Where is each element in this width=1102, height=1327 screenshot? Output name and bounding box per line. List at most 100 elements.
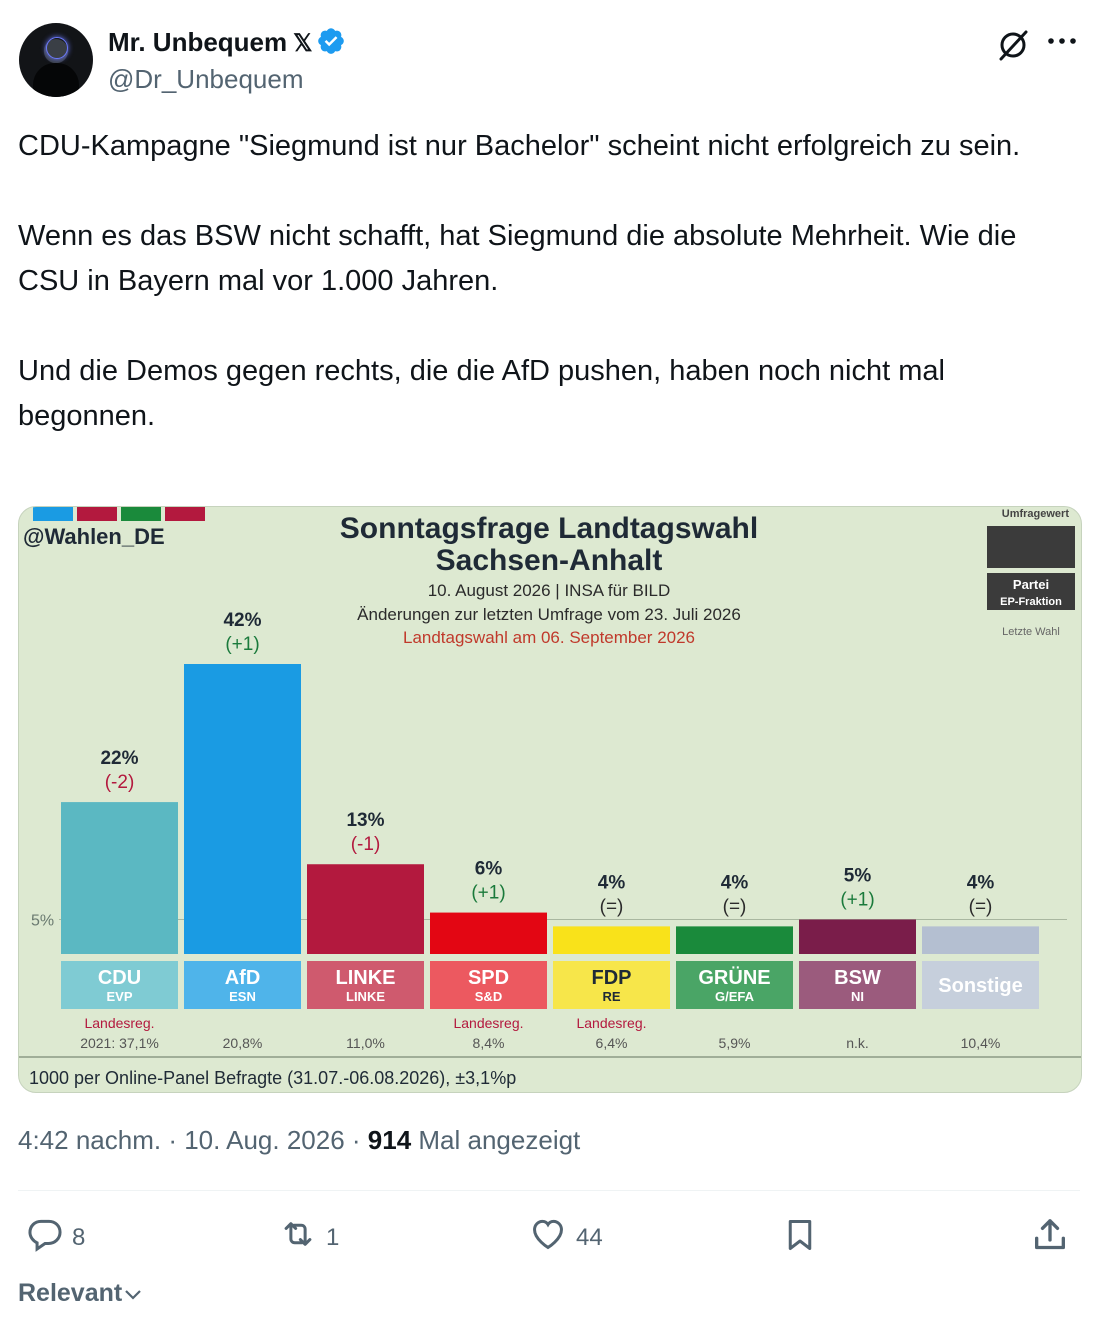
avatar-hood: [33, 63, 79, 97]
ep-faction: G/EFA: [715, 989, 755, 1004]
poll-chart-image[interactable]: @Wahlen_DE Sonntagsfrage Landtagswahl Sach…: [18, 506, 1082, 1093]
chevron-down-icon: [122, 1279, 144, 1307]
party-name: AfD: [225, 967, 261, 989]
chart-footer: 1000 per Online-Panel Befragte (31.07.-0…: [29, 1068, 516, 1088]
bar-afd: [184, 664, 301, 954]
bar-fdp: [553, 926, 670, 954]
avatar[interactable]: [19, 23, 93, 97]
legend-value-box: [987, 526, 1075, 568]
bar-sonstige: [922, 926, 1039, 954]
reply-count: 8: [72, 1223, 86, 1251]
author-handle[interactable]: @Dr_Unbequem: [108, 64, 304, 94]
sort-dropdown[interactable]: Relevant: [18, 1279, 144, 1308]
view-count: 914: [367, 1125, 412, 1155]
ep-faction: S&D: [475, 989, 502, 1004]
ep-faction: ESN: [229, 989, 256, 1004]
bar-linke: [307, 864, 424, 954]
ep-faction: NI: [851, 989, 864, 1004]
bar-cdu: [61, 802, 178, 954]
repost-button[interactable]: 1: [278, 1215, 339, 1260]
reply-icon: [26, 1215, 64, 1260]
value-label: 22%: [100, 748, 138, 769]
share-icon: [1030, 1215, 1070, 1262]
poll-bar-chart: @Wahlen_DE Sonntagsfrage LandtagswahlSach…: [19, 507, 1081, 1088]
party-tile: [676, 961, 793, 1009]
chart-change-note: Änderungen zur letzten Umfrage vom 23. J…: [357, 605, 741, 624]
last-election-result: 5,9%: [719, 1035, 751, 1051]
party-name: BSW: [834, 967, 881, 989]
last-election-result: n.k.: [846, 1035, 869, 1051]
chart-subtitle: Sachsen-Anhalt: [436, 544, 663, 577]
last-election-result: 6,4%: [596, 1035, 628, 1051]
legend-faction: EP-Fraktion: [1000, 596, 1062, 608]
value-label: 4%: [598, 872, 626, 893]
header-stripe: [165, 507, 205, 521]
government-note: Landesreg.: [576, 1015, 646, 1031]
grok-icon[interactable]: [996, 28, 1030, 67]
chart-title: Sonntagsfrage Landtagswahl: [340, 512, 758, 545]
bar-grüne: [676, 926, 793, 954]
party-name: FDP: [592, 967, 632, 989]
x-badge: 𝕏: [293, 30, 313, 57]
tweet-paragraph: Wenn es das BSW nicht schafft, hat Siegm…: [18, 220, 1017, 297]
government-note: Landesreg.: [453, 1015, 523, 1031]
bar-spd: [430, 912, 547, 954]
change-label: (=): [600, 896, 624, 917]
source-handle: @Wahlen_DE: [23, 524, 165, 549]
tweet-paragraph: CDU-Kampagne "Siegmund ist nur Bachelor"…: [18, 130, 1021, 162]
party-tile: [61, 961, 178, 1009]
legend-party: Partei: [1013, 577, 1049, 592]
tweet-text: CDU-Kampagne "Siegmund ist nur Bachelor"…: [18, 124, 1084, 439]
change-label: (+1): [225, 634, 259, 655]
bookmark-button[interactable]: [782, 1215, 818, 1262]
value-label: 4%: [721, 872, 749, 893]
more-options-icon[interactable]: [1046, 30, 1078, 57]
like-button[interactable]: 44: [528, 1215, 603, 1260]
share-button[interactable]: [1030, 1215, 1070, 1262]
party-tile: [430, 961, 547, 1009]
ep-faction: EVP: [106, 989, 132, 1004]
author-name[interactable]: Mr. Unbequem 𝕏: [108, 26, 346, 63]
last-election-result: 20,8%: [223, 1035, 263, 1051]
legend-title: Umfragewert: [1002, 508, 1070, 520]
legend-last-election: Letzte Wahl: [1002, 626, 1060, 638]
value-label: 13%: [346, 810, 384, 831]
bar-bsw: [799, 919, 916, 954]
divider: [18, 1190, 1080, 1191]
legend-party-box: [987, 573, 1075, 610]
ep-faction: LINKE: [346, 989, 385, 1004]
value-label: 42%: [223, 610, 261, 631]
government-note: Landesreg.: [84, 1015, 154, 1031]
last-election-result: 10,4%: [961, 1035, 1001, 1051]
change-label: (-1): [351, 834, 381, 855]
tweet-meta: 4:42 nachm. · 10. Aug. 2026 · 914 Mal an…: [18, 1125, 580, 1156]
party-name: SPD: [468, 967, 509, 989]
repost-icon: [278, 1215, 318, 1260]
reply-button[interactable]: 8: [26, 1215, 85, 1260]
party-tile: [184, 961, 301, 1009]
threshold-label: 5%: [31, 912, 54, 929]
header-stripe: [33, 507, 73, 521]
party-name: CDU: [98, 967, 141, 989]
chart-date: 10. August 2026 | INSA für BILD: [428, 581, 671, 600]
party-tile: [922, 961, 1039, 1009]
value-label: 5%: [844, 865, 872, 886]
party-name: GRÜNE: [698, 966, 770, 989]
chart-election-date: Landtagswahl am 06. September 2026: [403, 628, 695, 647]
last-election-result: 8,4%: [473, 1035, 505, 1051]
sort-label: Relevant: [18, 1279, 123, 1307]
tweet-timestamp[interactable]: 4:42 nachm. · 10. Aug. 2026 ·: [18, 1125, 368, 1155]
author-name-text: Mr. Unbequem: [108, 27, 288, 57]
change-label: (=): [723, 896, 747, 917]
party-name: Sonstige: [938, 975, 1022, 997]
last-election-result: 2021: 37,1%: [80, 1035, 159, 1051]
change-label: (+1): [840, 889, 874, 910]
party-tile: [307, 961, 424, 1009]
view-suffix: Mal angezeigt: [411, 1125, 581, 1155]
ep-faction: RE: [602, 989, 620, 1004]
repost-count: 1: [326, 1223, 340, 1251]
heart-icon: [528, 1215, 568, 1260]
change-label: (+1): [471, 883, 505, 904]
verified-icon: [316, 26, 346, 63]
header-stripe: [121, 507, 161, 521]
